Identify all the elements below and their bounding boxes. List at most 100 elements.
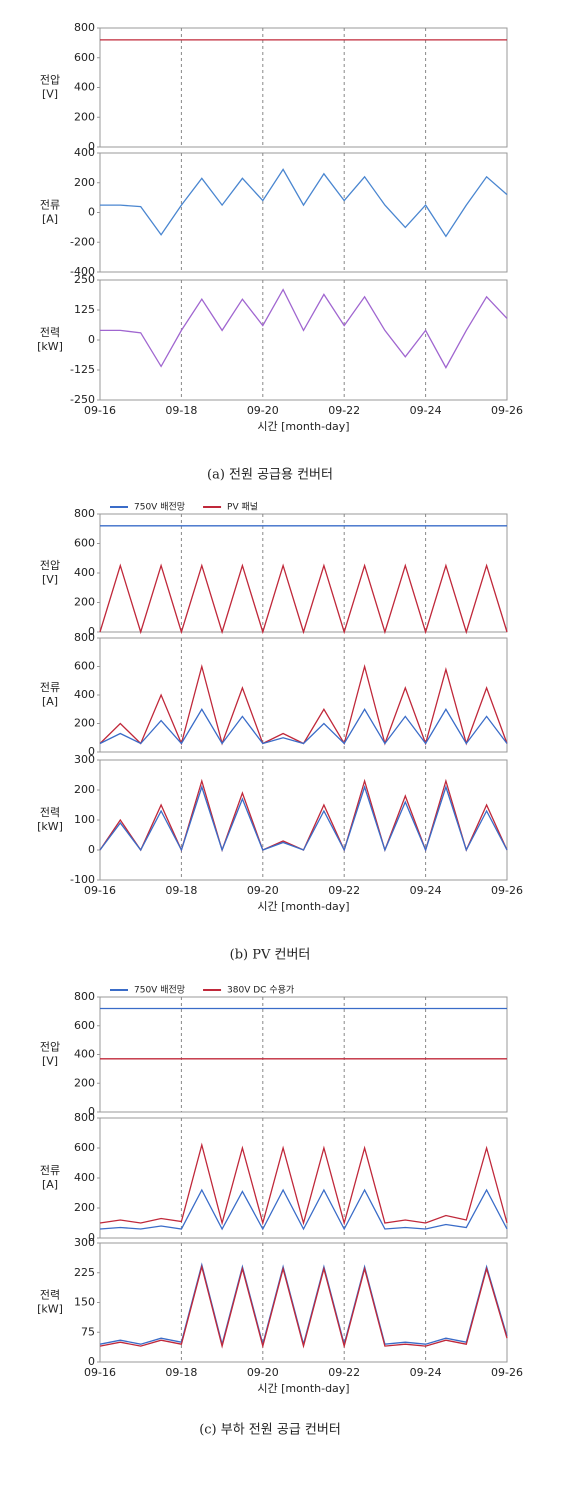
x-tick-label: 09-26 [491, 1366, 523, 1379]
y-tick-label: 600 [74, 660, 95, 673]
y-tick-label: -400 [70, 265, 95, 278]
y-tick-label: 200 [74, 717, 95, 730]
x-tick-label: 09-24 [410, 884, 442, 897]
y-axis-label: 전류 [40, 681, 60, 694]
y-tick-label: 600 [74, 537, 95, 550]
y-tick-label: 400 [74, 146, 95, 159]
legend-label: PV 패널 [227, 502, 258, 513]
y-axis-label: [V] [42, 1055, 58, 1068]
y-tick-label: 600 [74, 1019, 95, 1032]
y-tick-label: 300 [74, 1236, 95, 1249]
y-tick-label: 800 [74, 1111, 95, 1124]
y-axis-label: 전력 [40, 326, 60, 339]
x-tick-label: 09-20 [247, 404, 279, 417]
y-tick-label: 800 [74, 21, 95, 34]
x-tick-label: 09-18 [165, 884, 197, 897]
data-line [100, 288, 508, 369]
y-axis-label: [kW] [37, 340, 63, 353]
y-axis-label: 전류 [40, 1164, 60, 1177]
y-tick-label: 200 [74, 110, 95, 123]
y-tick-label: 800 [74, 990, 95, 1003]
y-tick-label: 0 [88, 625, 95, 638]
y-axis-label: [kW] [37, 1303, 63, 1316]
y-tick-label: 0 [88, 1231, 95, 1244]
y-tick-label: 0 [88, 843, 95, 856]
y-axis-label: [A] [42, 1178, 58, 1191]
y-tick-label: 100 [74, 813, 95, 826]
y-tick-label: -125 [70, 363, 95, 376]
y-tick-label: 200 [74, 1201, 95, 1214]
x-tick-label: 09-18 [165, 1366, 197, 1379]
y-tick-label: 200 [74, 783, 95, 796]
y-tick-label: 400 [74, 566, 95, 579]
y-axis-label: 전압 [40, 559, 60, 572]
legend-label: 750V 배전망 [134, 985, 185, 996]
y-axis-label: 전류 [40, 199, 60, 212]
y-axis-label: [kW] [37, 820, 63, 833]
x-tick-label: 09-24 [410, 1366, 442, 1379]
y-tick-label: 600 [74, 51, 95, 64]
x-tick-label: 09-16 [84, 884, 116, 897]
plot-frame [99, 759, 508, 881]
plot-frame [99, 27, 508, 148]
y-tick-label: 250 [74, 273, 95, 286]
data-line [99, 563, 508, 635]
plot-frame [99, 996, 508, 1113]
x-tick-label: 09-16 [84, 1366, 116, 1379]
y-axis-label: [A] [42, 213, 58, 226]
y-tick-label: 0 [88, 333, 95, 346]
y-axis-label: 전력 [40, 1289, 60, 1302]
x-tick-label: 09-24 [410, 404, 442, 417]
y-tick-label: 0 [88, 1355, 95, 1368]
x-axis-label: 시간 [month-day] [257, 900, 349, 913]
x-tick-label: 09-18 [165, 404, 197, 417]
caption: (b) PV 컨버터 [230, 948, 311, 963]
y-axis-label: [V] [42, 573, 58, 586]
legend-label: 750V 배전망 [134, 502, 185, 513]
data-line [99, 1264, 508, 1349]
plot-frame [99, 152, 508, 273]
x-tick-label: 09-22 [328, 884, 360, 897]
x-tick-label: 09-22 [328, 1366, 360, 1379]
data-line [99, 784, 508, 852]
x-tick-label: 09-16 [84, 404, 116, 417]
y-tick-label: 800 [74, 631, 95, 644]
y-tick-label: 200 [74, 176, 95, 189]
y-tick-label: 0 [88, 140, 95, 153]
y-axis-label: 전력 [40, 806, 60, 819]
x-tick-label: 09-22 [328, 404, 360, 417]
y-tick-label: -100 [70, 873, 95, 886]
y-tick-label: 400 [74, 688, 95, 701]
x-tick-label: 09-26 [491, 404, 523, 417]
y-tick-label: 200 [74, 596, 95, 609]
y-tick-label: 200 [74, 1076, 95, 1089]
legend-label: 380V DC 수용가 [227, 985, 294, 996]
y-tick-label: 400 [74, 1048, 95, 1061]
y-tick-label: 0 [88, 1105, 95, 1118]
x-tick-label: 09-20 [247, 1366, 279, 1379]
data-line [99, 708, 508, 745]
data-line [100, 168, 508, 238]
x-tick-label: 09-26 [491, 884, 523, 897]
caption: (c) 부하 전원 공급 컨버터 [199, 1423, 341, 1438]
y-axis-label: 전압 [40, 74, 60, 87]
y-tick-label: 400 [74, 1171, 95, 1184]
plot-frame [99, 279, 508, 401]
y-tick-label: 150 [74, 1296, 95, 1309]
x-tick-label: 09-20 [247, 884, 279, 897]
y-tick-label: 400 [74, 81, 95, 94]
y-tick-label: -200 [70, 235, 95, 248]
data-line [99, 1188, 508, 1231]
data-line [99, 1142, 508, 1226]
x-axis-label: 시간 [month-day] [257, 1382, 349, 1395]
y-axis-label: [A] [42, 695, 58, 708]
y-tick-label: -250 [70, 393, 95, 406]
y-tick-label: 75 [81, 1325, 95, 1338]
y-tick-label: 125 [74, 303, 95, 316]
y-tick-label: 225 [74, 1266, 95, 1279]
y-tick-label: 300 [74, 753, 95, 766]
y-tick-label: 600 [74, 1141, 95, 1154]
y-tick-label: 800 [74, 507, 95, 520]
y-tick-label: 0 [88, 206, 95, 219]
